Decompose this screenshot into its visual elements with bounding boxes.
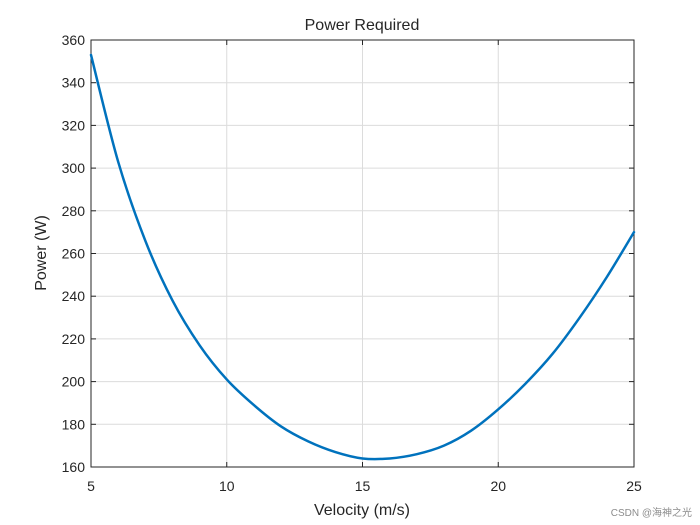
y-tick-label: 200 — [62, 374, 86, 390]
x-axis-label: Velocity (m/s) — [314, 502, 410, 519]
y-tick-label: 220 — [62, 331, 86, 347]
series-line — [89, 53, 636, 461]
x-tick-label: 5 — [87, 478, 95, 494]
y-tick-label: 340 — [62, 75, 86, 91]
y-tick-label: 300 — [62, 160, 86, 176]
y-tick-label: 260 — [62, 246, 86, 262]
grid-lines — [90, 39, 635, 468]
x-tick-label: 10 — [219, 478, 235, 494]
y-tick-label: 240 — [62, 288, 86, 304]
y-tick-label: 180 — [62, 416, 86, 432]
series-group — [89, 53, 636, 461]
watermark: CSDN @海神之光 — [610, 508, 692, 519]
chart-title: Power Required — [305, 17, 420, 34]
y-axis-label: Power (W) — [33, 215, 50, 291]
y-tick-label: 320 — [62, 117, 86, 133]
y-tick-label: 360 — [62, 32, 86, 48]
x-tick-label: 20 — [490, 478, 506, 494]
x-tick-label: 15 — [355, 478, 371, 494]
axis-ticks: 5 10 15 20 25 160 180 200 220 240 260 280 300 320 340 3… — [62, 32, 642, 494]
y-tick-label: 280 — [62, 203, 86, 219]
x-tick-label: 25 — [626, 478, 642, 494]
y-tick-label: 160 — [62, 459, 86, 475]
